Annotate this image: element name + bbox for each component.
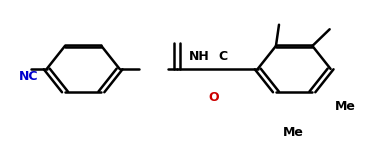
Text: C: C <box>219 50 228 63</box>
Text: Me: Me <box>335 100 356 113</box>
Text: NH: NH <box>189 50 209 63</box>
Text: O: O <box>209 91 219 104</box>
Text: Me: Me <box>283 126 303 139</box>
Text: NC: NC <box>19 70 38 83</box>
